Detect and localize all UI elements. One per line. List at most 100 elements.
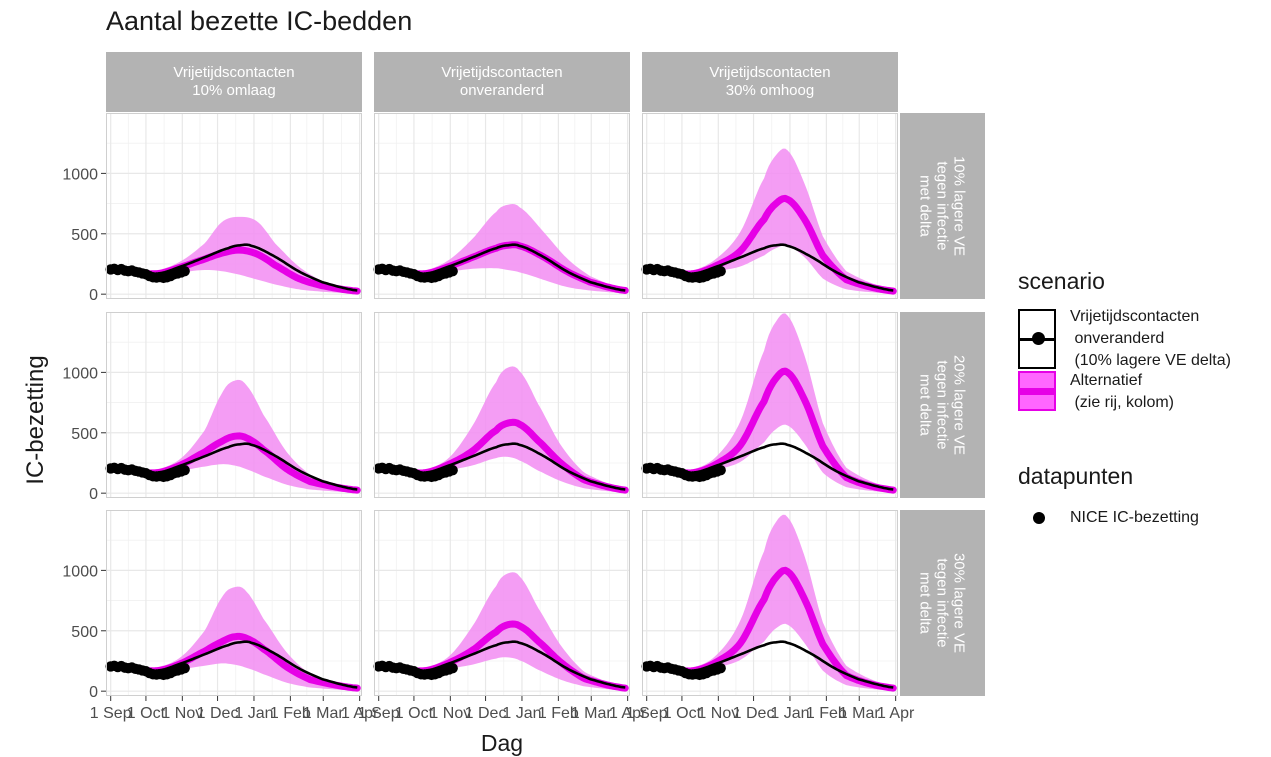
- row-strip-label-line: met delta: [917, 374, 934, 436]
- column-strip-label-line: Vrijetijdscontacten: [173, 64, 294, 81]
- datapoint: [447, 465, 458, 476]
- panel-border: [106, 510, 362, 696]
- x-axis-label: Dag: [480, 730, 524, 756]
- y-tick-label: 0: [89, 684, 98, 701]
- panel-r2-c1: [105, 312, 362, 498]
- row-strip-background: [900, 113, 985, 299]
- y-tick-label: 1000: [62, 563, 98, 580]
- legend-key-alternatief-line: [1020, 388, 1054, 395]
- x-tick-label: 1 Feb: [538, 705, 579, 722]
- legend-label-alternatief: Alternatief (zie rij, kolom): [1070, 372, 1175, 411]
- column-strip-1: Vrijetijdscontacten 10% omlaag: [106, 52, 362, 112]
- legend-datapunten-title: datapunten: [1018, 463, 1134, 489]
- panel-border: [642, 312, 898, 498]
- panel-r2-c2: [373, 312, 630, 498]
- x-tick-label: 1 Apr: [609, 705, 647, 722]
- legend-key-datapunt-dot: [1033, 512, 1045, 524]
- panel-border: [374, 113, 630, 299]
- alternatief-ribbon: [646, 514, 894, 691]
- panel-border: [106, 113, 362, 299]
- datapoint: [179, 663, 190, 674]
- row-strip-background: [900, 510, 985, 696]
- x-tick-label: 1 Nov: [429, 705, 471, 722]
- datapoint: [179, 465, 190, 476]
- x-tick-label: 1 Sep: [358, 705, 400, 722]
- x-tick-label: 1 Dec: [733, 705, 775, 722]
- legend-key-alternatief: [1018, 371, 1056, 411]
- y-tick-label: 500: [71, 426, 98, 443]
- column-strip-background: [106, 52, 362, 112]
- x-tick-label: 1 Jan: [502, 705, 541, 722]
- row-strip-label-line: met delta: [917, 175, 934, 237]
- datapoint: [715, 266, 726, 277]
- panel-r3-c3: [641, 510, 898, 696]
- panel-r1-c2: [373, 113, 630, 299]
- row-strip-label-line: 30% lagere VE: [951, 553, 968, 653]
- panel-border: [374, 312, 630, 498]
- row-strip-3: 30% lagere VEtegen infectiemet delta: [900, 510, 985, 696]
- alternatief-ribbon: [646, 313, 894, 493]
- datapoint: [447, 266, 458, 277]
- x-tick-label: 1 Dec: [197, 705, 239, 722]
- row-strip-label: 20% lagere VEtegen infectiemet delta: [917, 355, 968, 455]
- column-strip-label: Vrijetijdscontacten 30% omhoog: [709, 64, 830, 99]
- x-tick-label: 1 Feb: [806, 705, 847, 722]
- row-strip-label-line: tegen infectie: [934, 161, 951, 250]
- x-tick-label: 1 Jan: [234, 705, 273, 722]
- column-strip-2: Vrijetijdscontacten onveranderd: [374, 52, 630, 112]
- legend-scenario: scenario: [1018, 268, 1105, 295]
- x-tick-label: 1 Nov: [161, 705, 203, 722]
- column-strip-label: Vrijetijdscontacten onveranderd: [441, 64, 562, 99]
- row-strip-label: 30% lagere VEtegen infectiemet delta: [917, 553, 968, 653]
- alternatief-ribbon: [646, 148, 894, 294]
- legend-key-baseline-dot: [1032, 332, 1045, 345]
- column-strip-label-line: 30% omhoog: [726, 82, 814, 99]
- column-strip-label: Vrijetijdscontacten 10% omlaag: [173, 64, 294, 99]
- x-tick-label: 1 Jan: [770, 705, 809, 722]
- row-strip-label-line: tegen infectie: [934, 558, 951, 647]
- x-tick-label: 1 Nov: [697, 705, 739, 722]
- column-strip-background: [642, 52, 898, 112]
- column-strip-label-line: onveranderd: [460, 82, 544, 99]
- legend-label-baseline: Vrijetijdscontacten onveranderd (10% lag…: [1070, 308, 1231, 369]
- panel-border: [642, 510, 898, 696]
- legend-scenario-title: scenario: [1018, 268, 1105, 294]
- column-strip-label-line: Vrijetijdscontacten: [441, 64, 562, 81]
- datapoint: [715, 465, 726, 476]
- y-tick-label: 0: [89, 486, 98, 503]
- row-strip-label-line: tegen infectie: [934, 360, 951, 449]
- x-tick-label: 1 Mar: [571, 705, 613, 722]
- row-strip-2: 20% lagere VEtegen infectiemet delta: [900, 312, 985, 498]
- x-tick-label: 1 Sep: [90, 705, 132, 722]
- x-tick-label: 1 Sep: [626, 705, 668, 722]
- panel-border: [642, 113, 898, 299]
- x-tick-label: 1 Dec: [465, 705, 507, 722]
- x-tick-label: 1 Apr: [877, 705, 915, 722]
- y-tick-label: 500: [71, 624, 98, 641]
- row-strip-background: [900, 312, 985, 498]
- column-strip-3: Vrijetijdscontacten 30% omhoog: [642, 52, 898, 112]
- panel-r3-c2: [373, 510, 630, 696]
- datapoint: [447, 663, 458, 674]
- row-strip-label-line: 10% lagere VE: [951, 156, 968, 256]
- datapoint: [179, 266, 190, 277]
- x-tick-label: 1 Oct: [395, 705, 434, 722]
- panel-r1-c1: [105, 113, 362, 299]
- legend-datapunten: datapunten: [1018, 463, 1133, 490]
- row-strip-label-line: 20% lagere VE: [951, 355, 968, 455]
- row-strip-label: 10% lagere VEtegen infectiemet delta: [917, 156, 968, 256]
- panel-border: [374, 510, 630, 696]
- column-strip-label-line: Vrijetijdscontacten: [709, 64, 830, 81]
- y-tick-label: 500: [71, 227, 98, 244]
- panel-r3-c1: [105, 510, 362, 696]
- panel-r2-c3: [641, 312, 898, 498]
- x-tick-label: 1 Oct: [127, 705, 166, 722]
- x-tick-label: 1 Apr: [341, 705, 379, 722]
- column-strip-background: [374, 52, 630, 112]
- panel-border: [106, 312, 362, 498]
- legend-label-datapunten: NICE IC-bezetting: [1070, 509, 1199, 526]
- x-tick-label: 1 Mar: [839, 705, 881, 722]
- x-tick-label: 1 Mar: [303, 705, 345, 722]
- panel-r1-c3: [641, 113, 898, 299]
